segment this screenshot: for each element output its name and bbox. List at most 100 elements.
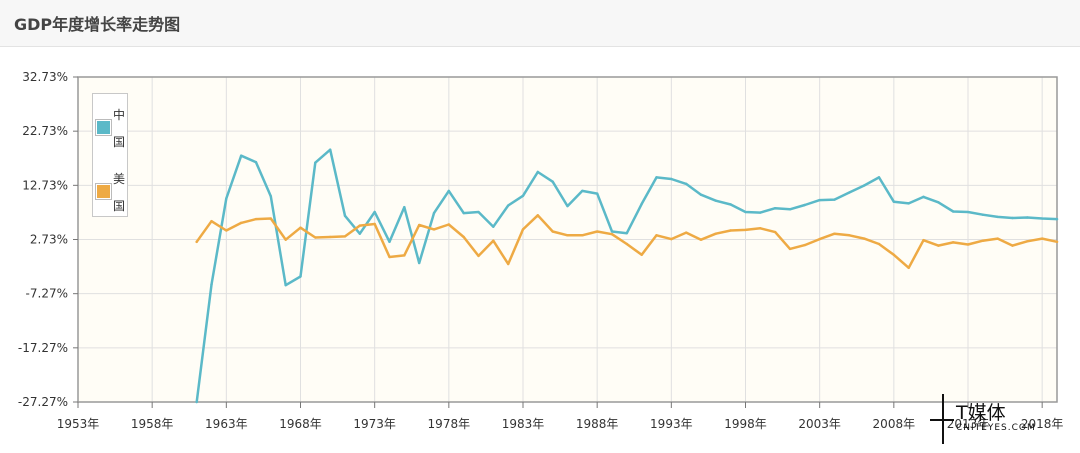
watermark-brand: T媒体 [956,402,1006,424]
data-point-usa [462,235,465,239]
x-tick-label: 2013年 [947,417,990,431]
data-point-usa [343,235,347,238]
data-point-china [625,231,629,235]
data-point-usa [788,247,792,251]
data-point-china [862,184,866,187]
data-point-china [773,207,777,210]
data-point-china [699,193,703,196]
data-point-china [328,148,332,151]
x-tick-label: 2018年 [1021,417,1064,431]
data-point-usa [610,233,614,236]
x-tick-label: 1993年 [650,417,693,431]
data-point-china [417,261,421,265]
data-point-usa [328,235,332,239]
data-point-usa [536,214,540,217]
data-point-china [447,189,451,193]
data-point-usa [314,236,317,239]
data-point-usa [714,232,718,235]
legend-item-china[interactable]: 中国 [93,96,129,149]
data-point-china [729,203,732,206]
data-point-usa [403,254,406,257]
data-point-china [314,161,317,164]
y-tick-label: 22.73% [22,124,68,138]
data-point-usa [803,243,807,247]
x-tick-label: 1983年 [502,417,545,431]
data-point-usa [729,229,732,232]
data-point-china [1026,216,1029,219]
panel-header: GDP年度增长率走势图 [0,0,1080,47]
data-point-china [833,198,836,201]
data-point-usa [521,228,525,231]
data-point-china [996,215,999,219]
data-point-usa [358,224,362,227]
data-point-china [877,176,881,179]
data-point-usa [1040,237,1044,240]
data-point-china [759,211,762,214]
data-point-china [254,161,258,164]
data-point-china [788,208,792,211]
data-point-usa [862,237,866,240]
data-point-china [492,225,495,228]
data-point-china [818,198,821,202]
data-point-usa [922,239,925,242]
data-point-usa [937,244,940,247]
data-point-china [610,230,614,233]
data-point-china [581,189,584,193]
data-point-usa [877,242,881,246]
x-tick-label: 1963年 [205,417,248,431]
data-point-china [684,182,688,186]
data-point-china [1040,217,1044,220]
data-point-china [388,240,391,244]
data-point-china [566,204,569,208]
data-point-usa [447,223,451,226]
data-point-usa [210,220,213,223]
x-tick-label: 2003年 [798,417,841,431]
data-point-china [551,180,554,183]
data-point-china [269,195,273,198]
data-point-usa [373,222,376,226]
watermark-sub: CNITEYES.COM [956,423,1036,433]
data-point-china [951,210,955,213]
data-point-china [966,210,970,214]
data-point-china [744,210,747,214]
data-point-usa [625,242,629,246]
data-point-usa [492,239,495,242]
data-point-china [299,275,302,278]
x-tick-label: 2008年 [873,417,916,431]
data-point-china [803,203,807,207]
data-point-usa [773,230,777,234]
data-point-usa [388,255,391,259]
data-point-usa [581,234,584,237]
data-point-china [907,202,910,205]
data-point-usa [595,230,599,233]
x-tick-label: 1988年 [576,417,619,431]
data-point-usa [1026,240,1029,243]
data-point-china [655,176,658,179]
data-point-usa [284,238,287,241]
y-tick-label: 12.73% [22,178,68,192]
x-tick-label: 1973年 [353,417,396,431]
data-point-china [892,200,896,203]
legend-item-usa[interactable]: 美国 [93,160,129,213]
data-point-china [462,211,465,215]
legend-label-china: 中国 [113,108,126,149]
data-point-china [640,202,643,206]
data-point-china [937,201,940,204]
data-point-china [1055,217,1059,221]
watermark-crosshair-bar [930,419,954,421]
y-tick-label: -17.27% [18,341,68,355]
legend-swatch-usa [95,183,112,200]
data-point-usa [684,231,688,234]
data-point-china [848,191,851,194]
data-point-usa [907,266,910,270]
data-point-usa [254,217,258,221]
data-point-china [343,214,347,218]
data-point-usa [225,229,228,232]
y-tick-label: 32.73% [22,70,68,84]
data-point-usa [551,230,554,233]
data-point-china [506,204,510,207]
data-point-china [922,195,925,199]
x-tick-label: 1978年 [428,417,471,431]
data-point-usa [892,253,896,257]
data-point-usa [195,240,198,244]
